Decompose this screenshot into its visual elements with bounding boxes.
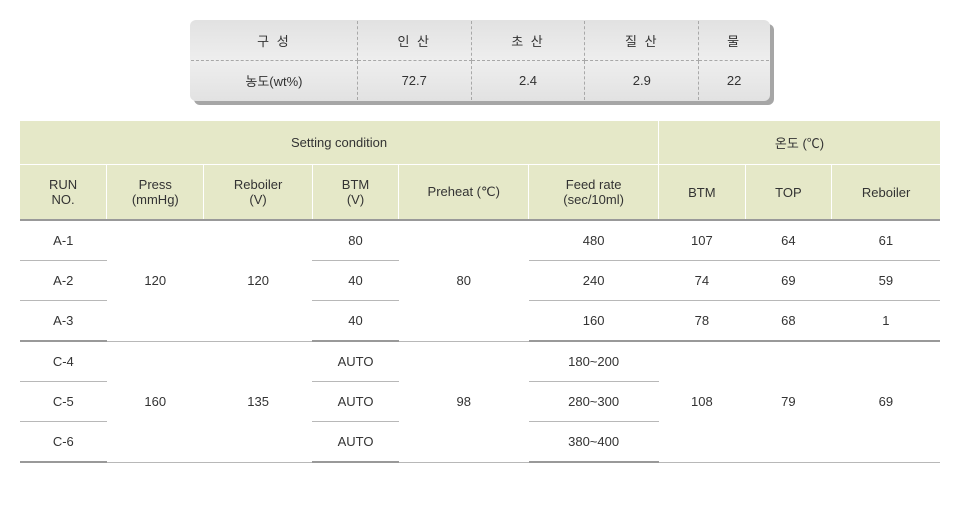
group-header-setting: Setting condition <box>20 121 659 165</box>
cell-btm-t: 107 <box>659 220 746 261</box>
comp-header-cell: 질 산 <box>585 21 699 61</box>
cell-feed: 240 <box>529 261 659 301</box>
cell-run: C-6 <box>20 422 107 463</box>
cell-feed: 180~200 <box>529 341 659 382</box>
cell-feed: 160 <box>529 301 659 342</box>
composition-table: 구 성 인 산 초 산 질 산 물 농도(wt%) 72.7 2.4 2.9 2… <box>190 20 770 101</box>
comp-header-cell: 물 <box>699 21 770 61</box>
comp-header-cell: 초 산 <box>471 21 585 61</box>
cell-top-t: 79 <box>745 341 832 462</box>
col-top-t: TOP <box>745 165 832 221</box>
cell-feed: 280~300 <box>529 382 659 422</box>
table-row: C-4 160 135 AUTO 98 180~200 108 79 69 <box>20 341 940 382</box>
group-header-temp: 온도 (℃) <box>659 121 940 165</box>
cell-btm-t: 108 <box>659 341 746 462</box>
col-feed: Feed rate (sec/10ml) <box>529 165 659 221</box>
col-reboiler-t: Reboiler <box>832 165 940 221</box>
cell-top-t: 69 <box>745 261 832 301</box>
cell-preheat: 98 <box>399 341 529 462</box>
cell-btm-t: 78 <box>659 301 746 342</box>
col-reboiler-v: Reboiler (V) <box>204 165 312 221</box>
col-btm-t: BTM <box>659 165 746 221</box>
col-preheat: Preheat (℃) <box>399 165 529 221</box>
comp-value-cell: 2.9 <box>585 61 699 101</box>
cell-run: A-2 <box>20 261 107 301</box>
comp-value-cell: 22 <box>699 61 770 101</box>
cell-top-t: 68 <box>745 301 832 342</box>
comp-row-label: 농도(wt%) <box>191 61 358 101</box>
cell-run: A-1 <box>20 220 107 261</box>
cell-btm-t: 74 <box>659 261 746 301</box>
cell-run: C-5 <box>20 382 107 422</box>
cell-feed: 480 <box>529 220 659 261</box>
cell-btm-v: AUTO <box>312 341 399 382</box>
cell-btm-v: 40 <box>312 301 399 342</box>
cell-reboiler-t: 1 <box>832 301 940 342</box>
cell-reboiler-v: 135 <box>204 341 312 462</box>
cell-reboiler-t: 61 <box>832 220 940 261</box>
comp-header-cell: 인 산 <box>357 21 471 61</box>
cell-top-t: 64 <box>745 220 832 261</box>
comp-value-cell: 72.7 <box>357 61 471 101</box>
cell-press: 160 <box>107 341 204 462</box>
table-row: 구 성 인 산 초 산 질 산 물 <box>191 21 770 61</box>
cell-btm-v: AUTO <box>312 382 399 422</box>
cell-btm-v: AUTO <box>312 422 399 463</box>
cell-reboiler-v: 120 <box>204 220 312 341</box>
table-row: A-1 120 120 80 80 480 107 64 61 <box>20 220 940 261</box>
main-data-table: Setting condition 온도 (℃) RUN NO. Press (… <box>20 121 940 463</box>
cell-btm-v: 40 <box>312 261 399 301</box>
cell-btm-v: 80 <box>312 220 399 261</box>
comp-header-cell: 구 성 <box>191 21 358 61</box>
col-run: RUN NO. <box>20 165 107 221</box>
cell-preheat: 80 <box>399 220 529 341</box>
cell-run: C-4 <box>20 341 107 382</box>
col-press: Press (mmHg) <box>107 165 204 221</box>
table-header-row: RUN NO. Press (mmHg) Reboiler (V) BTM (V… <box>20 165 940 221</box>
comp-value-cell: 2.4 <box>471 61 585 101</box>
col-btm-v: BTM (V) <box>312 165 399 221</box>
cell-reboiler-t: 59 <box>832 261 940 301</box>
cell-run: A-3 <box>20 301 107 342</box>
table-row: 농도(wt%) 72.7 2.4 2.9 22 <box>191 61 770 101</box>
table-header-row: Setting condition 온도 (℃) <box>20 121 940 165</box>
cell-feed: 380~400 <box>529 422 659 463</box>
cell-reboiler-t: 69 <box>832 341 940 462</box>
cell-press: 120 <box>107 220 204 341</box>
composition-table-container: 구 성 인 산 초 산 질 산 물 농도(wt%) 72.7 2.4 2.9 2… <box>190 20 770 101</box>
